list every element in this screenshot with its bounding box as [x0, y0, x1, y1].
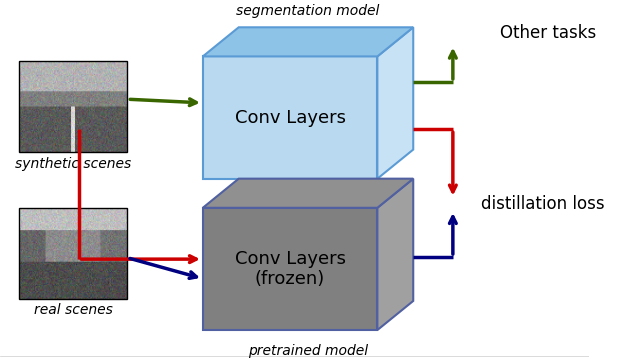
Text: real scenes: real scenes: [34, 303, 112, 317]
Polygon shape: [378, 179, 413, 330]
Polygon shape: [203, 179, 413, 208]
Text: pretrained model: pretrained model: [248, 344, 368, 358]
Text: Conv Layers
(frozen): Conv Layers (frozen): [235, 249, 346, 288]
Polygon shape: [203, 27, 413, 56]
Text: Other tasks: Other tasks: [500, 24, 597, 42]
Text: distillation loss: distillation loss: [481, 195, 605, 213]
Text: segmentation model: segmentation model: [236, 4, 380, 18]
Text: Conv Layers: Conv Layers: [235, 109, 346, 127]
Polygon shape: [203, 56, 378, 179]
Polygon shape: [378, 27, 413, 179]
Polygon shape: [203, 208, 378, 330]
Text: synthetic scenes: synthetic scenes: [15, 156, 131, 171]
